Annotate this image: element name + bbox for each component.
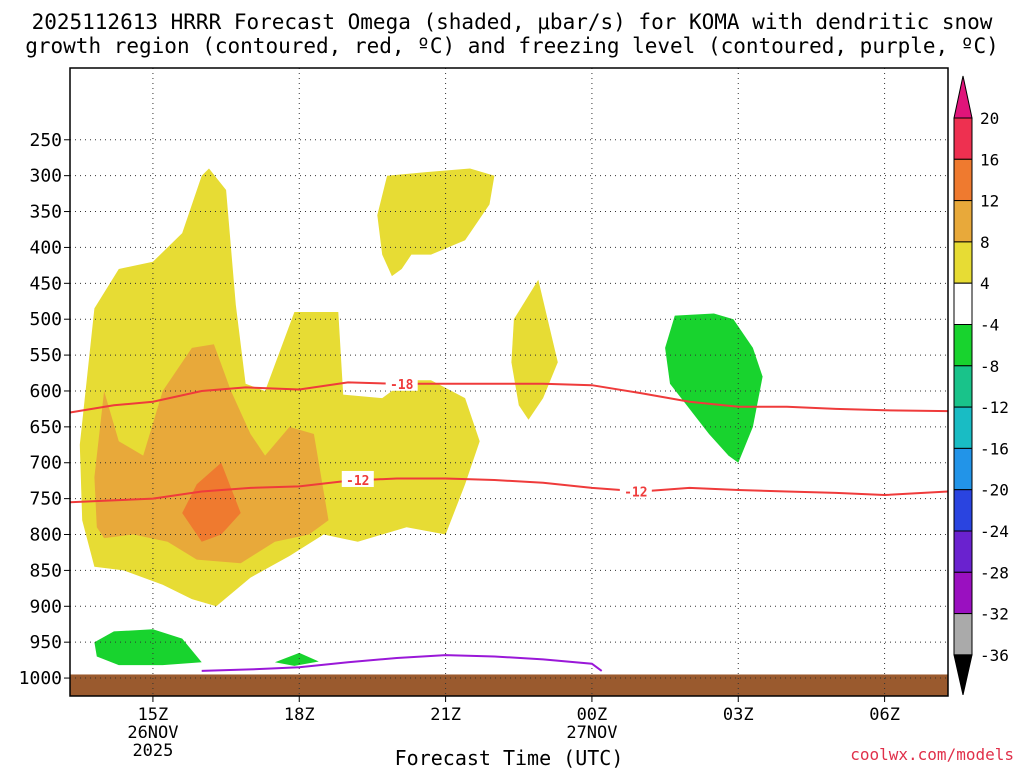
ground-fill — [70, 674, 948, 696]
ytick-label-550: 550 — [29, 345, 62, 366]
xtick-label-03Z: 03Z — [723, 705, 754, 725]
ytick-label-850: 850 — [29, 560, 62, 581]
xtick-date-00Z: 27NOV — [566, 723, 617, 743]
ytick-label-300: 300 — [29, 166, 62, 187]
dgz-minus18-line — [69, 381, 949, 414]
colorbar-label--36: -36 — [980, 646, 1009, 665]
omega-green-lower-left — [94, 629, 202, 666]
colorbar-label--24: -24 — [980, 522, 1009, 541]
ytick-label-250: 250 — [29, 130, 62, 151]
ytick-label-350: 350 — [29, 202, 62, 223]
x-axis-label: Forecast Time (UTC) — [395, 746, 624, 768]
colorbar: 20 16 12 8 4 -4 -8 -12 -16 -20 -24 -28 -32 -36 — [953, 75, 1009, 696]
xtick-label-15Z: 15Z — [138, 705, 169, 725]
dgz-minus18-label-bg — [385, 374, 418, 391]
dgz-minus12-label: -12 — [346, 474, 369, 489]
colorbar-label-8: 8 — [980, 233, 990, 252]
omega-yellow-small — [511, 279, 558, 420]
colorbar-top-arrow — [953, 75, 973, 119]
ytick-label-750: 750 — [29, 489, 62, 510]
plot-frame — [69, 67, 949, 697]
shaded-omega-regions — [79, 168, 763, 666]
omega-yellow-upper — [377, 168, 495, 277]
dgz-minus18-label: -18 — [390, 378, 414, 393]
ytick-label-1000: 1000 — [19, 668, 62, 689]
colorbar-label--8: -8 — [980, 357, 999, 376]
colorbar-swatch--4 — [953, 324, 973, 367]
colorbar-label-4: 4 — [980, 274, 990, 293]
contour-lines: -18 -12 -12 — [69, 374, 949, 672]
colorbar-swatch--8 — [953, 365, 973, 408]
colorbar-label-12: 12 — [980, 192, 999, 211]
colorbar-bottom-arrow — [953, 654, 973, 696]
xtick-date-15Z: 26NOV — [127, 723, 178, 743]
colorbar-swatch--28 — [953, 571, 973, 615]
ytick-label-600: 600 — [29, 381, 62, 402]
colorbar-label--12: -12 — [980, 398, 1009, 417]
dgz-minus12-label-bg-2 — [619, 482, 652, 499]
colorbar-swatch--16 — [953, 447, 973, 491]
colorbar-swatch--12 — [953, 406, 973, 449]
colorbar-label--20: -20 — [980, 481, 1009, 500]
ground-layer — [70, 674, 948, 696]
colorbar-swatch--32 — [953, 613, 973, 656]
colorbar-label--28: -28 — [980, 563, 1009, 582]
colorbar-swatch-4 — [953, 282, 973, 326]
freezing-level-line — [201, 654, 603, 672]
ytick-label-500: 500 — [29, 309, 62, 330]
colorbar-label-16: 16 — [980, 150, 999, 169]
omega-orange-dark — [182, 462, 241, 542]
ytick-label-900: 900 — [29, 596, 62, 617]
ytick-label-800: 800 — [29, 525, 62, 546]
dgz-minus12-label-bg — [341, 470, 374, 487]
y-axis-ticks: 250 300 350 400 450 500 550 600 650 700 750 800 850 9… — [19, 130, 70, 689]
omega-green-right — [665, 313, 763, 463]
xtick-label-00Z: 00Z — [577, 705, 608, 725]
colorbar-label--16: -16 — [980, 439, 1009, 458]
chart-title-line-1: 2025112613 HRRR Forecast Omega (shaded, … — [32, 10, 993, 34]
xtick-label-18Z: 18Z — [284, 705, 315, 725]
colorbar-swatch--20 — [953, 489, 973, 532]
chart-title-line-2: growth region (contoured, red, ºC) and f… — [25, 34, 999, 58]
colorbar-label--32: -32 — [980, 605, 1009, 624]
xtick-year-15Z: 2025 — [132, 741, 173, 761]
ytick-label-700: 700 — [29, 453, 62, 474]
ytick-label-450: 450 — [29, 273, 62, 294]
colorbar-swatch-20 — [953, 117, 973, 160]
ytick-label-400: 400 — [29, 237, 62, 258]
xtick-label-06Z: 06Z — [869, 705, 900, 725]
colorbar-label-20: 20 — [980, 109, 999, 128]
omega-green-bottom-tiny — [274, 652, 319, 666]
ytick-label-950: 950 — [29, 632, 62, 653]
xtick-label-21Z: 21Z — [430, 705, 461, 725]
ytick-label-650: 650 — [29, 417, 62, 438]
dgz-minus12-label-2: -12 — [624, 485, 647, 500]
colorbar-swatch-16 — [953, 158, 973, 202]
dgz-minus12-line — [69, 477, 949, 504]
colorbar-swatch-8 — [953, 241, 973, 284]
credit-link[interactable]: coolwx.com/models — [850, 745, 1014, 764]
colorbar-label--4: -4 — [980, 316, 999, 335]
colorbar-swatch-12 — [953, 200, 973, 243]
colorbar-swatch--24 — [953, 530, 973, 573]
